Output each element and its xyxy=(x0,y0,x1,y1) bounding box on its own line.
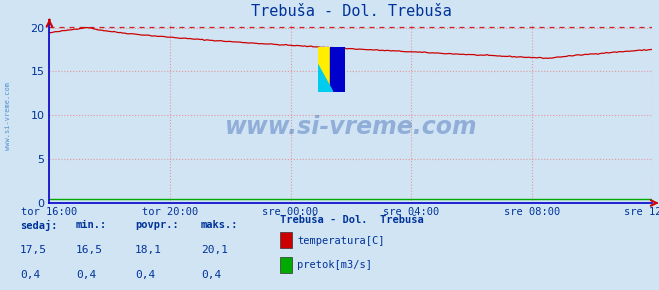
Text: pretok[m3/s]: pretok[m3/s] xyxy=(297,260,372,270)
Text: 0,4: 0,4 xyxy=(76,270,96,280)
Text: maks.:: maks.: xyxy=(201,220,239,230)
Text: 0,4: 0,4 xyxy=(135,270,156,280)
Text: min.:: min.: xyxy=(76,220,107,230)
Title: Trebuša - Dol. Trebuša: Trebuša - Dol. Trebuša xyxy=(250,4,451,19)
Text: www.si-vreme.com: www.si-vreme.com xyxy=(5,82,11,150)
Text: povpr.:: povpr.: xyxy=(135,220,179,230)
Text: 16,5: 16,5 xyxy=(76,245,103,255)
Text: 0,4: 0,4 xyxy=(20,270,40,280)
Text: www.si-vreme.com: www.si-vreme.com xyxy=(225,115,477,139)
Text: Trebuša - Dol.  Trebuša: Trebuša - Dol. Trebuša xyxy=(280,215,424,224)
Text: 0,4: 0,4 xyxy=(201,270,221,280)
Text: 20,1: 20,1 xyxy=(201,245,228,255)
Text: 18,1: 18,1 xyxy=(135,245,162,255)
Text: temperatura[C]: temperatura[C] xyxy=(297,236,385,246)
Text: sedaj:: sedaj: xyxy=(20,220,57,231)
Text: 17,5: 17,5 xyxy=(20,245,47,255)
